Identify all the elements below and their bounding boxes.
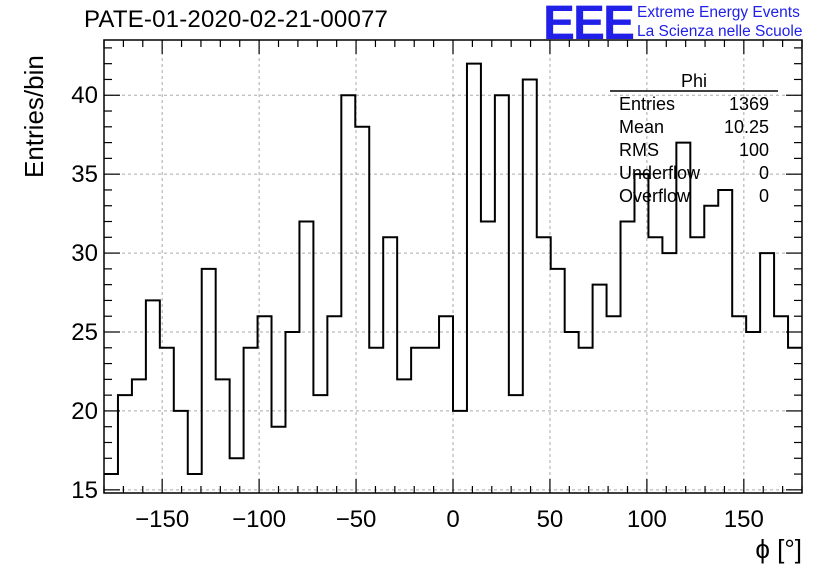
histogram-bin xyxy=(202,269,216,493)
stats-label: Underflow xyxy=(619,163,701,183)
histogram-bin xyxy=(662,253,676,493)
histogram-bin xyxy=(760,253,774,493)
stats-box-title: Phi xyxy=(681,71,707,91)
histogram-bin xyxy=(285,332,299,493)
histogram-bin xyxy=(732,316,746,493)
y-tick-label: 30 xyxy=(71,240,98,267)
histogram-bin xyxy=(146,300,160,493)
histogram-bin xyxy=(355,127,369,493)
y-axis-title: Entries/bin xyxy=(19,55,49,178)
histogram-bin xyxy=(621,222,635,493)
x-tick-label: 150 xyxy=(724,506,764,533)
histogram-line xyxy=(104,62,802,476)
histogram-bin xyxy=(369,348,383,493)
histogram-bin xyxy=(509,395,523,493)
histogram-bin xyxy=(230,458,244,493)
histogram-bin xyxy=(565,332,579,493)
logo-line-2: La Scienza nelle Scuole xyxy=(637,23,803,40)
histogram-bin xyxy=(439,316,453,493)
histogram-bin xyxy=(537,237,551,493)
x-tick-label: 50 xyxy=(537,506,564,533)
y-tick-labels: 15 20 25 30 35 40 xyxy=(71,82,98,504)
stats-label: Mean xyxy=(619,117,664,137)
x-tick-label: −150 xyxy=(135,506,189,533)
histogram-bin xyxy=(634,174,648,493)
histogram-bin xyxy=(718,190,732,493)
histogram-bins xyxy=(104,64,802,493)
y-tick-label: 35 xyxy=(71,161,98,188)
x-tick-labels: −150 −100 −50 0 50 100 150 xyxy=(135,506,764,533)
histogram-bin xyxy=(313,395,327,493)
histogram-bin xyxy=(495,95,509,493)
x-axis-title: ϕ [°] xyxy=(755,534,802,564)
logo-line-1: Extreme Energy Events xyxy=(637,4,800,21)
x-tick-label: −50 xyxy=(336,506,377,533)
histogram-bin xyxy=(299,222,313,493)
histogram-bin xyxy=(690,237,704,493)
histogram-bin xyxy=(341,95,355,493)
histogram-bin xyxy=(676,143,690,493)
histogram-bin xyxy=(523,79,537,493)
histogram-bin xyxy=(774,316,788,493)
histogram-bin xyxy=(788,348,802,493)
histogram-bin xyxy=(383,237,397,493)
histogram-bin xyxy=(132,379,146,493)
histogram-bin xyxy=(272,427,286,493)
histogram-bin xyxy=(453,411,467,493)
y-tick-label: 25 xyxy=(71,319,98,346)
stats-value: 0 xyxy=(759,186,769,206)
y-tick-label: 40 xyxy=(71,82,98,109)
histogram-bin xyxy=(397,379,411,493)
histogram-bin xyxy=(607,316,621,493)
histogram-bin xyxy=(746,332,760,493)
stats-value: 0 xyxy=(759,163,769,183)
histogram-bin xyxy=(704,206,718,493)
chart-title: PATE-01-2020-02-21-00077 xyxy=(84,6,389,33)
histogram-bin xyxy=(244,348,258,493)
histogram-bin xyxy=(118,395,132,493)
histogram-bin xyxy=(327,316,341,493)
histogram-bin xyxy=(411,348,425,493)
x-tick-label: 0 xyxy=(446,506,459,533)
y-tick-label: 15 xyxy=(71,477,98,504)
histogram-bin xyxy=(160,348,174,493)
histogram-bin xyxy=(467,64,481,493)
stats-value: 10.25 xyxy=(724,117,769,137)
histogram-bin xyxy=(593,285,607,493)
x-tick-label: 100 xyxy=(627,506,667,533)
y-tick-label: 20 xyxy=(71,398,98,425)
histogram-bin xyxy=(648,237,662,493)
histogram-bin xyxy=(104,474,118,493)
stats-value: 1369 xyxy=(729,94,769,114)
stats-label: RMS xyxy=(619,140,659,160)
histogram-bin xyxy=(481,222,495,493)
axis-ticks xyxy=(103,40,803,493)
histogram-bin xyxy=(258,316,272,493)
histogram-bin xyxy=(174,411,188,493)
stats-value: 100 xyxy=(739,140,769,160)
histogram-bin xyxy=(579,348,593,493)
histogram-bin xyxy=(551,269,565,493)
plot-frame xyxy=(103,39,803,494)
histogram-bin xyxy=(216,379,230,493)
histogram-bin xyxy=(425,348,439,493)
stats-label: Entries xyxy=(619,94,675,114)
x-tick-label: −100 xyxy=(232,506,286,533)
stats-label: Overflow xyxy=(619,186,691,206)
stats-box: Phi Entries 1369 Mean 10.25 RMS 100 Underflow 0… xyxy=(610,71,778,206)
histogram-bin xyxy=(188,474,202,493)
logo-subtitle: Extreme Energy Events La Scienza nelle S… xyxy=(637,3,802,41)
